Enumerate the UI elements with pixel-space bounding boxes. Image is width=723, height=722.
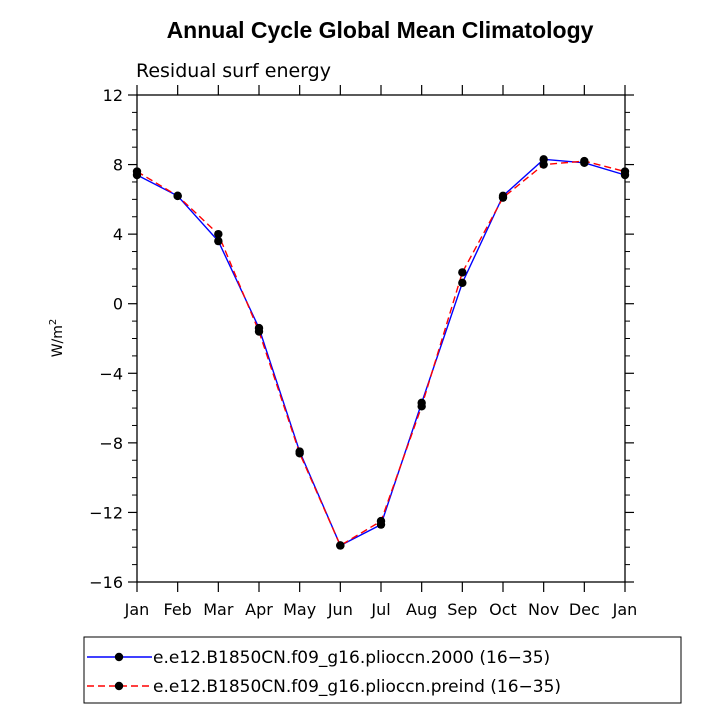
x-tick-label: Oct (489, 600, 517, 619)
chart-title: Annual Cycle Global Mean Climatology (167, 17, 594, 43)
series-2-point (295, 449, 304, 458)
series-2-point (376, 516, 386, 526)
series-2-point (539, 160, 548, 169)
chart-subtitle: Residual surf energy (136, 60, 331, 82)
x-tick-label: Apr (245, 600, 273, 619)
legend-marker-1 (114, 652, 124, 662)
series-2-point (336, 541, 345, 550)
series-2-point (132, 167, 142, 176)
x-tick-label: Nov (528, 600, 559, 619)
y-tick-label: 4 (113, 225, 123, 244)
svg-text:W/m2: W/m2 (48, 319, 66, 358)
legend-label-2: e.e12.B1850CN.f09_g16.plioccn.preind (16… (153, 677, 561, 697)
series-2-point (580, 156, 589, 166)
x-tick-label: Aug (406, 600, 437, 619)
y-tick-label: −8 (99, 434, 123, 453)
legend-label-1: e.e12.B1850CN.f09_g16.plioccn.2000 (16−3… (153, 648, 550, 668)
series-layer (132, 155, 630, 550)
x-tick-label: Jun (327, 600, 353, 619)
series-line-1 (136, 158, 626, 547)
x-tick-label: Sep (447, 600, 477, 619)
y-axis-label-superscript: 2 (48, 319, 59, 325)
x-tick-label: Jan (124, 600, 150, 619)
x-tick-label: Feb (164, 600, 192, 619)
y-tick-label: −16 (89, 573, 123, 592)
series-1-point (214, 236, 223, 246)
x-axis: Jan Feb Mar Apr May Jun Jul Aug Sep Oct Nov Dec Jan (124, 85, 638, 619)
series-line-2 (136, 160, 626, 547)
y-axis-label-text: W/m (50, 325, 66, 357)
y-tick-label: 8 (113, 156, 123, 175)
y-axis-label: W/m2 (48, 319, 66, 358)
y-tick-label: −12 (89, 503, 123, 522)
x-tick-label: Dec (569, 600, 600, 619)
y-axis: 12 8 4 0 −4 −8 −12 −16 (89, 86, 634, 592)
y-tick-label: −4 (99, 364, 123, 383)
series-1-point (458, 278, 467, 288)
legend-box (83, 636, 682, 704)
x-tick-label: Jul (370, 600, 390, 619)
plot-frame (136, 94, 626, 583)
y-tick-label: 12 (103, 86, 123, 105)
plot-border (136, 94, 626, 583)
series-2-point (620, 167, 630, 176)
legend-marker-2 (114, 681, 124, 691)
series-2-point (458, 268, 467, 277)
x-tick-label: Mar (203, 600, 234, 619)
series-2-point (417, 402, 426, 411)
series-2-point (254, 327, 264, 336)
series-2-point (173, 191, 182, 201)
x-tick-label: Jan (612, 600, 638, 619)
series-2-point (498, 193, 508, 202)
x-tick-label: May (283, 600, 316, 619)
legend: e.e12.B1850CN.f09_g16.plioccn.2000 (16−3… (83, 636, 682, 704)
series-2-point (214, 229, 223, 239)
y-tick-label: 0 (113, 295, 123, 314)
